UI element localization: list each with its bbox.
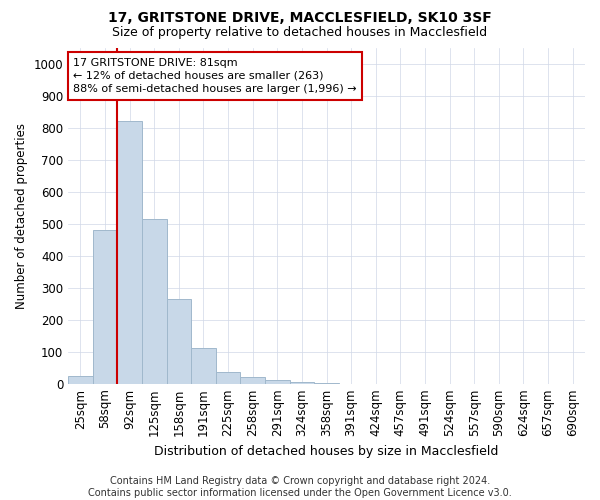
Text: Size of property relative to detached houses in Macclesfield: Size of property relative to detached ho… bbox=[112, 26, 488, 39]
Bar bbox=[167, 299, 191, 384]
Bar bbox=[92, 230, 117, 384]
Bar bbox=[117, 121, 142, 384]
Bar bbox=[142, 219, 167, 384]
Y-axis label: Number of detached properties: Number of detached properties bbox=[15, 122, 28, 308]
Bar bbox=[241, 378, 265, 384]
Bar bbox=[68, 376, 92, 384]
Text: 17 GRITSTONE DRIVE: 81sqm
← 12% of detached houses are smaller (263)
88% of semi: 17 GRITSTONE DRIVE: 81sqm ← 12% of detac… bbox=[73, 58, 357, 94]
Text: Contains HM Land Registry data © Crown copyright and database right 2024.
Contai: Contains HM Land Registry data © Crown c… bbox=[88, 476, 512, 498]
X-axis label: Distribution of detached houses by size in Macclesfield: Distribution of detached houses by size … bbox=[154, 444, 499, 458]
Text: 17, GRITSTONE DRIVE, MACCLESFIELD, SK10 3SF: 17, GRITSTONE DRIVE, MACCLESFIELD, SK10 … bbox=[108, 12, 492, 26]
Bar bbox=[290, 382, 314, 384]
Bar bbox=[191, 348, 216, 384]
Bar bbox=[216, 372, 241, 384]
Bar bbox=[265, 380, 290, 384]
